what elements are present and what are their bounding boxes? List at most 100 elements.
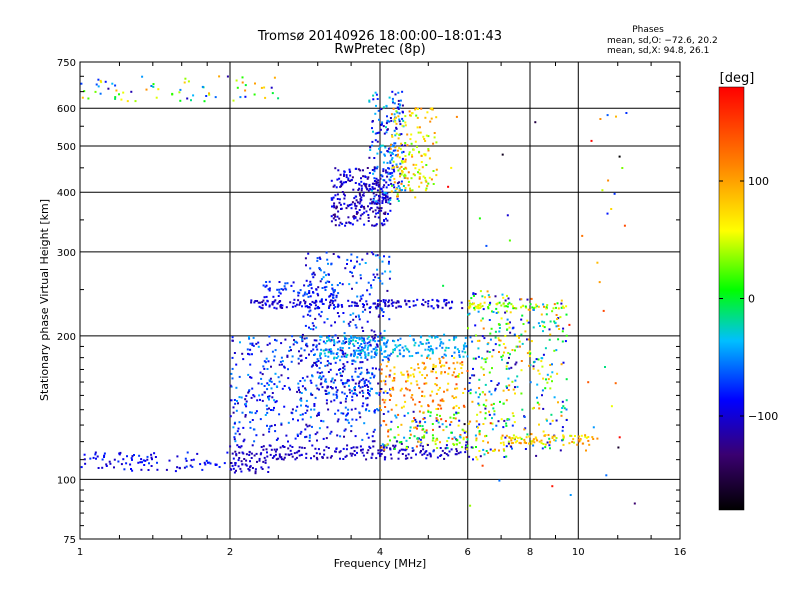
data-point bbox=[333, 289, 336, 292]
data-point bbox=[386, 115, 388, 118]
data-point bbox=[298, 391, 301, 394]
data-point bbox=[447, 372, 450, 375]
data-point bbox=[331, 302, 334, 305]
data-point bbox=[486, 350, 489, 353]
data-point bbox=[557, 317, 560, 320]
data-point bbox=[548, 338, 551, 341]
data-point bbox=[231, 377, 234, 380]
data-point bbox=[562, 435, 565, 438]
data-point bbox=[574, 435, 576, 437]
data-point bbox=[432, 170, 435, 172]
data-point bbox=[549, 422, 552, 425]
data-point bbox=[545, 306, 548, 309]
data-point bbox=[277, 376, 280, 379]
data-point bbox=[405, 447, 408, 450]
data-point bbox=[391, 166, 394, 169]
data-point bbox=[322, 420, 325, 423]
data-point bbox=[356, 219, 359, 222]
data-point bbox=[434, 335, 437, 338]
data-point bbox=[264, 96, 267, 99]
data-point bbox=[244, 414, 247, 416]
data-point bbox=[498, 330, 501, 333]
data-point bbox=[326, 336, 328, 339]
data-point bbox=[428, 157, 431, 160]
data-point bbox=[392, 168, 395, 171]
data-point bbox=[417, 363, 419, 366]
data-point bbox=[265, 281, 268, 283]
data-point bbox=[374, 340, 377, 343]
data-point bbox=[497, 420, 500, 423]
data-point bbox=[185, 465, 188, 468]
data-point bbox=[365, 186, 368, 189]
data-point bbox=[383, 337, 386, 340]
data-point bbox=[343, 355, 346, 358]
data-point bbox=[407, 412, 410, 415]
data-point bbox=[374, 91, 377, 94]
data-point bbox=[298, 454, 301, 457]
data-point bbox=[348, 171, 351, 173]
data-point bbox=[123, 468, 126, 471]
data-point bbox=[156, 468, 159, 471]
data-point bbox=[232, 99, 235, 102]
data-point bbox=[354, 382, 357, 385]
data-point bbox=[455, 404, 458, 407]
data-point bbox=[412, 300, 415, 303]
data-point bbox=[401, 157, 404, 160]
data-point bbox=[471, 374, 474, 377]
data-point bbox=[371, 120, 374, 123]
data-point bbox=[543, 326, 546, 329]
data-point bbox=[395, 127, 398, 130]
data-point bbox=[485, 244, 488, 247]
data-point bbox=[544, 443, 547, 446]
data-point bbox=[347, 205, 350, 208]
data-point bbox=[441, 346, 444, 349]
data-point bbox=[378, 197, 381, 200]
colorbar-tick-label: 0 bbox=[748, 293, 755, 306]
data-point bbox=[400, 142, 403, 145]
data-point bbox=[375, 367, 377, 370]
data-point bbox=[340, 355, 343, 358]
data-point bbox=[404, 160, 407, 163]
data-point bbox=[446, 388, 449, 391]
data-point bbox=[388, 277, 391, 280]
data-point bbox=[526, 433, 529, 436]
data-point bbox=[378, 256, 381, 259]
data-point bbox=[364, 262, 367, 264]
data-point bbox=[397, 185, 400, 188]
data-point bbox=[488, 390, 491, 393]
data-point bbox=[327, 385, 330, 388]
colorbar-label: [deg] bbox=[720, 71, 755, 86]
data-point bbox=[366, 432, 369, 435]
data-point bbox=[511, 442, 514, 444]
data-point bbox=[242, 358, 245, 361]
data-point bbox=[315, 456, 318, 459]
data-point bbox=[469, 504, 472, 507]
data-point bbox=[409, 374, 412, 377]
data-point bbox=[505, 455, 508, 458]
data-point bbox=[374, 139, 377, 142]
data-point bbox=[440, 418, 443, 421]
data-point bbox=[502, 354, 504, 357]
data-point bbox=[458, 354, 461, 357]
data-point bbox=[461, 371, 464, 374]
data-point bbox=[395, 110, 398, 113]
data-point bbox=[375, 203, 378, 205]
data-point bbox=[333, 184, 336, 187]
data-point bbox=[347, 299, 350, 302]
data-point bbox=[510, 442, 513, 445]
data-point bbox=[420, 107, 423, 110]
data-point bbox=[465, 448, 468, 451]
data-point bbox=[504, 346, 507, 349]
data-point bbox=[439, 360, 442, 362]
data-point bbox=[232, 457, 235, 460]
data-point bbox=[466, 370, 469, 372]
data-point bbox=[365, 210, 368, 213]
data-point bbox=[272, 295, 275, 298]
data-point bbox=[406, 388, 409, 391]
data-point bbox=[309, 314, 312, 317]
data-point bbox=[374, 224, 377, 227]
data-point bbox=[382, 299, 385, 301]
data-point bbox=[330, 380, 333, 383]
data-point bbox=[396, 111, 399, 114]
data-point bbox=[509, 353, 511, 356]
